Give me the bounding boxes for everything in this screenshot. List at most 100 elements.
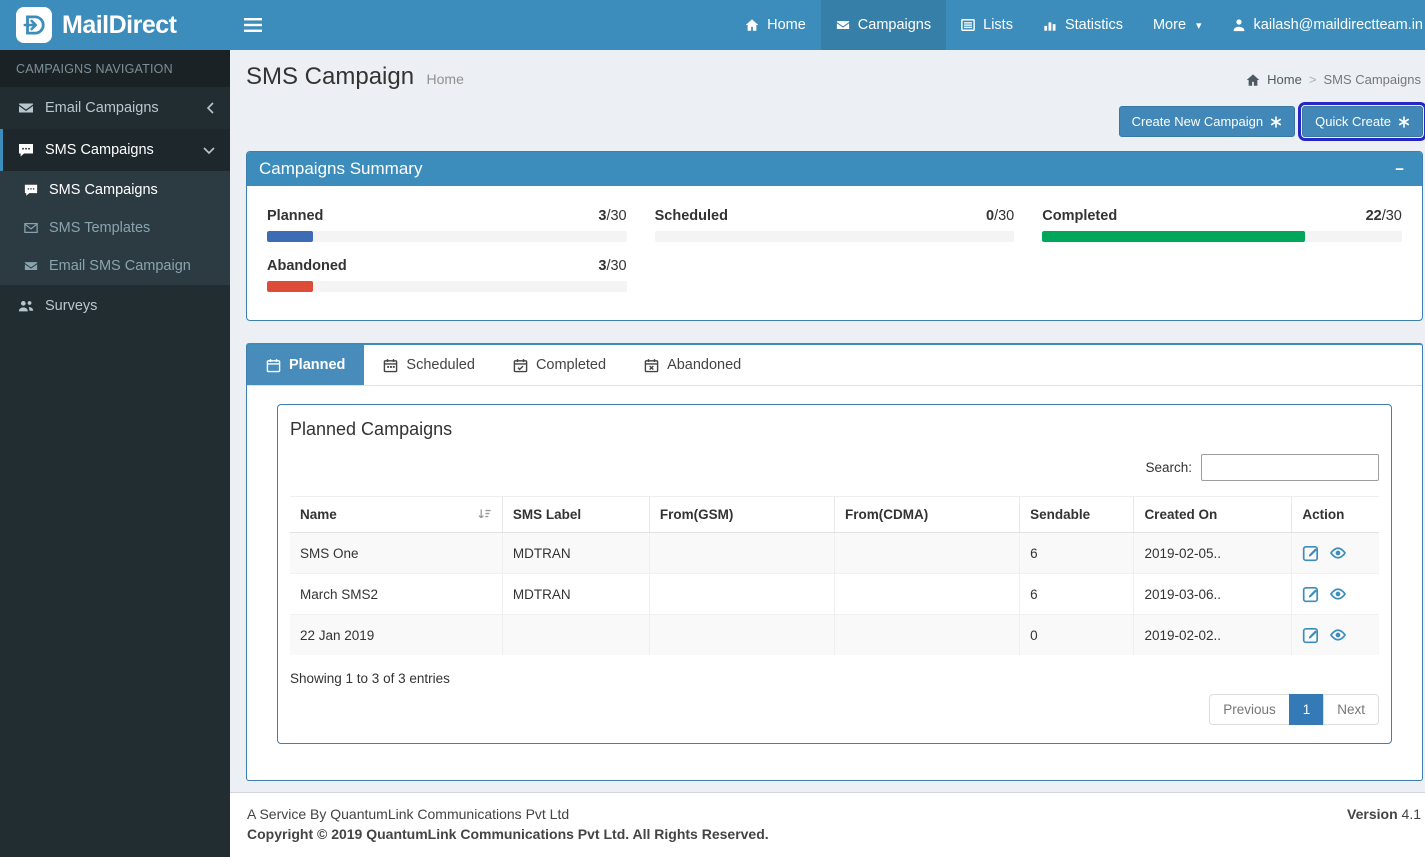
users-icon — [18, 298, 34, 314]
brand-logo[interactable]: MailDirect — [0, 0, 230, 50]
sidebar-item-surveys[interactable]: Surveys — [0, 285, 230, 327]
pagination: Previous 1 Next — [290, 694, 1379, 725]
tab-completed[interactable]: Completed — [494, 345, 625, 385]
sidebar-item-sms-campaigns-parent[interactable]: SMS Campaigns — [0, 129, 230, 171]
edit-icon[interactable] — [1302, 585, 1320, 603]
collapse-minus-icon[interactable]: − — [1389, 161, 1410, 178]
nav-home[interactable]: Home — [730, 0, 821, 50]
nav-more[interactable]: More ▾ — [1138, 0, 1217, 50]
column-header-from-gsm[interactable]: From(GSM) — [649, 497, 834, 533]
summary-panel-body: Planned 3/30 Scheduled 0/30 Completed — [247, 186, 1422, 320]
calendar-x-icon — [644, 358, 659, 373]
quick-create-button[interactable]: Quick Create — [1302, 106, 1423, 137]
nav-user-menu[interactable]: kailash@maildirectteam.in — [1217, 0, 1425, 50]
footer-version: Version 4.1 — [1347, 806, 1421, 822]
view-eye-icon[interactable] — [1329, 585, 1347, 603]
calendar-icon — [383, 358, 398, 373]
tools-icon — [1398, 116, 1410, 128]
envelope-icon — [836, 18, 850, 32]
chevron-down-icon — [203, 146, 215, 155]
edit-icon[interactable] — [1302, 544, 1320, 562]
table-row: 22 Jan 2019 0 2019-02-02.. — [290, 615, 1379, 656]
summary-panel-header: Campaigns Summary − — [247, 152, 1422, 186]
sidebar-toggle-button[interactable] — [230, 0, 276, 50]
view-eye-icon[interactable] — [1329, 626, 1347, 644]
home-icon — [745, 18, 759, 32]
sidebar: CAMPAIGNS NAVIGATION Email Campaigns SMS… — [0, 50, 230, 857]
table-row: March SMS2 MDTRAN 6 2019-03-06.. — [290, 574, 1379, 615]
page-subtitle: Home — [427, 71, 464, 87]
breadcrumb-home[interactable]: Home — [1267, 72, 1302, 87]
footer: A Service By QuantumLink Communications … — [230, 792, 1425, 857]
sidebar-item-sms-templates[interactable]: SMS Templates — [0, 209, 230, 247]
user-icon — [1232, 18, 1246, 32]
metric-abandoned: Abandoned 3/30 — [253, 246, 641, 296]
pagination-previous-button[interactable]: Previous — [1209, 694, 1290, 725]
progress-bar-scheduled — [655, 231, 1015, 242]
sidebar-submenu: SMS Campaigns SMS Templates Email SMS Ca… — [0, 171, 230, 285]
envelope-icon — [24, 259, 38, 273]
nav-statistics[interactable]: Statistics — [1028, 0, 1138, 50]
metric-planned: Planned 3/30 — [253, 196, 641, 246]
sms-comment-icon — [18, 142, 34, 158]
caret-down-icon: ▾ — [1196, 19, 1202, 32]
campaigns-tabs-panel: Planned Scheduled Completed Abandoned Pl… — [246, 343, 1423, 781]
top-navbar: MailDirect Home Campaigns Lists Statisti… — [0, 0, 1425, 50]
sort-icon — [477, 507, 492, 522]
calendar-check-icon — [513, 358, 528, 373]
breadcrumb-current: SMS Campaigns — [1323, 72, 1421, 87]
column-header-name[interactable]: Name — [290, 497, 502, 533]
summary-title: Campaigns Summary — [259, 159, 422, 179]
list-icon — [961, 18, 975, 32]
tab-planned[interactable]: Planned — [247, 345, 364, 385]
pagination-next-button[interactable]: Next — [1323, 694, 1379, 725]
sidebar-item-email-sms-campaign[interactable]: Email SMS Campaign — [0, 247, 230, 285]
tab-abandoned[interactable]: Abandoned — [625, 345, 760, 385]
page-title: SMS Campaign — [246, 63, 414, 90]
edit-icon[interactable] — [1302, 626, 1320, 644]
view-eye-icon[interactable] — [1329, 544, 1347, 562]
create-new-campaign-button[interactable]: Create New Campaign — [1119, 106, 1296, 137]
tools-icon — [1270, 116, 1282, 128]
breadcrumb-separator: > — [1309, 72, 1317, 87]
navbar-menu: Home Campaigns Lists Statistics More ▾ k… — [730, 0, 1425, 50]
nav-lists[interactable]: Lists — [946, 0, 1028, 50]
column-header-from-cdma[interactable]: From(CDMA) — [834, 497, 1019, 533]
footer-service-line: A Service By QuantumLink Communications … — [247, 806, 1421, 822]
envelope-outline-icon — [24, 221, 38, 235]
planned-campaigns-box: Planned Campaigns Search: Name — [277, 404, 1392, 744]
campaigns-summary-panel: Campaigns Summary − Planned 3/30 Schedul… — [246, 151, 1423, 321]
sms-comment-icon — [24, 183, 38, 197]
bar-chart-icon — [1043, 18, 1057, 32]
home-icon — [1246, 73, 1260, 87]
table-header-row: Name SMS Label From(GSM) From(CDMA) Send… — [290, 497, 1379, 533]
progress-bar-abandoned — [267, 281, 627, 292]
nav-campaigns[interactable]: Campaigns — [821, 0, 946, 50]
sidebar-item-sms-campaigns[interactable]: SMS Campaigns — [0, 171, 230, 209]
content-header: SMS Campaign Home Home > SMS Campaigns — [230, 50, 1425, 91]
metric-scheduled: Scheduled 0/30 — [641, 196, 1029, 246]
column-header-sms-label[interactable]: SMS Label — [502, 497, 649, 533]
table-info: Showing 1 to 3 of 3 entries — [290, 671, 1379, 686]
search-label: Search: — [1145, 460, 1192, 475]
breadcrumb: Home > SMS Campaigns — [1246, 72, 1421, 87]
column-header-created-on[interactable]: Created On — [1134, 497, 1292, 533]
campaigns-table: Name SMS Label From(GSM) From(CDMA) Send… — [290, 496, 1379, 655]
sidebar-section-header: CAMPAIGNS NAVIGATION — [0, 50, 230, 87]
progress-bar-completed — [1042, 231, 1402, 242]
tab-scheduled[interactable]: Scheduled — [364, 345, 494, 385]
sidebar-item-email-campaigns[interactable]: Email Campaigns — [0, 87, 230, 129]
column-header-action: Action — [1292, 497, 1379, 533]
pagination-page-1-button[interactable]: 1 — [1289, 694, 1325, 725]
actions-row: Create New Campaign Quick Create — [230, 91, 1425, 137]
maildirect-logo-icon — [16, 7, 52, 43]
chevron-left-icon — [206, 102, 215, 114]
hamburger-icon — [244, 18, 262, 32]
search-input[interactable] — [1201, 454, 1379, 481]
tabs-bar: Planned Scheduled Completed Abandoned — [247, 345, 1422, 386]
table-row: SMS One MDTRAN 6 2019-02-05.. — [290, 533, 1379, 574]
metric-completed: Completed 22/30 — [1028, 196, 1416, 246]
user-email: kailash@maildirectteam.in — [1254, 17, 1423, 33]
column-header-sendable[interactable]: Sendable — [1020, 497, 1134, 533]
search-row: Search: — [290, 454, 1379, 481]
